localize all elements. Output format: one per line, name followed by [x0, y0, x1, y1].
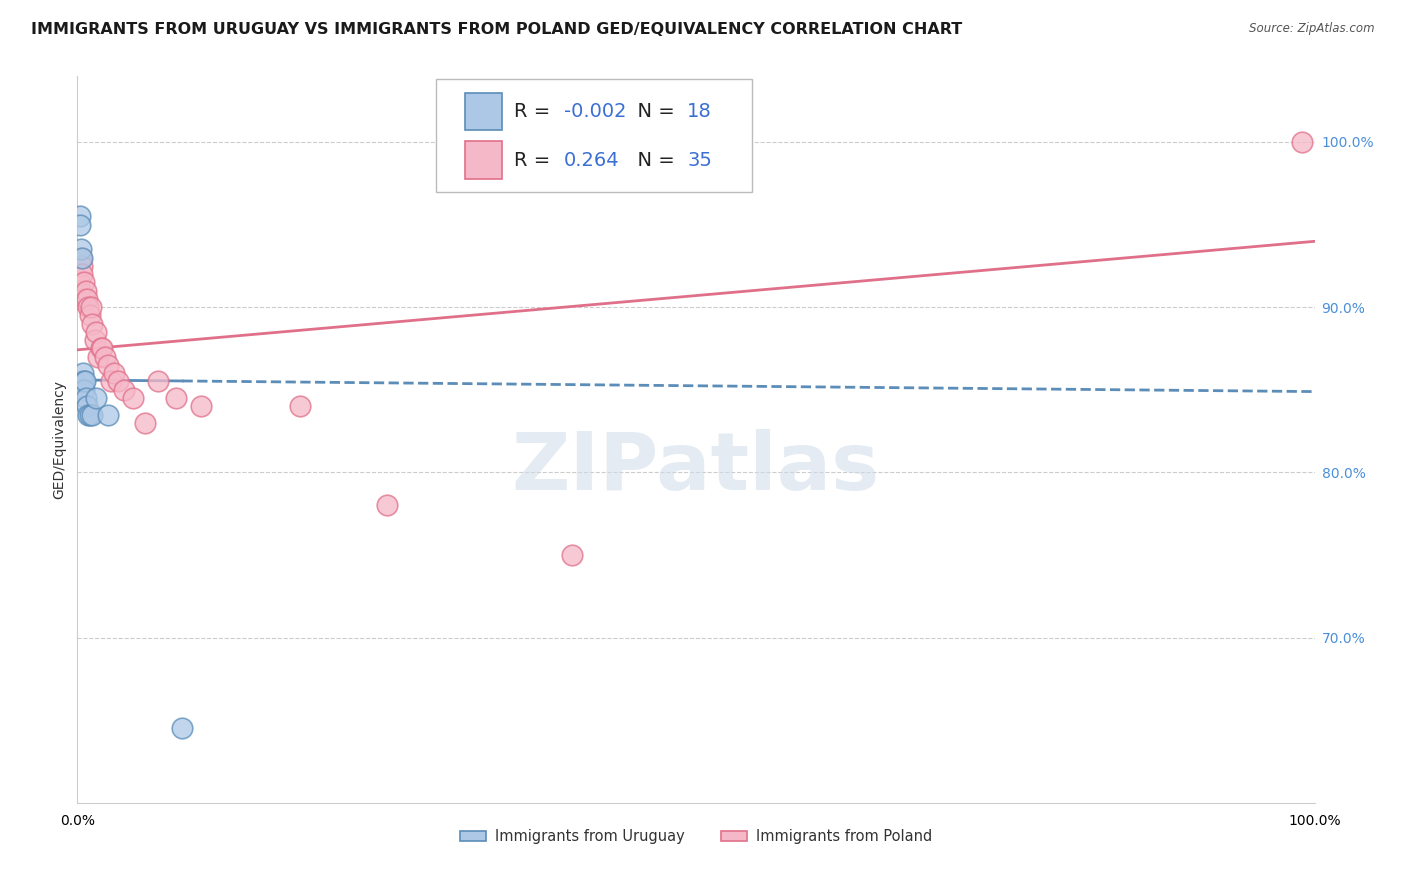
Point: [70, 259, 93, 273]
Point: [69, 292, 91, 306]
Point: [70, 242, 93, 256]
Point: [69, 218, 91, 232]
FancyBboxPatch shape: [464, 141, 502, 179]
Text: Source: ZipAtlas.com: Source: ZipAtlas.com: [1250, 22, 1375, 36]
Point: [70, 251, 93, 265]
Point: [82, 408, 104, 422]
Point: [561, 548, 583, 562]
Text: ZIPatlas: ZIPatlas: [512, 429, 880, 508]
Point: [69, 209, 91, 223]
Text: IMMIGRANTS FROM URUGUAY VS IMMIGRANTS FROM POLAND GED/EQUIVALENCY CORRELATION CH: IMMIGRANTS FROM URUGUAY VS IMMIGRANTS FR…: [31, 22, 962, 37]
Point: [190, 399, 212, 413]
Point: [93, 350, 115, 364]
Point: [72, 267, 94, 281]
Point: [72, 366, 94, 380]
Point: [172, 722, 194, 736]
Point: [87, 350, 110, 364]
Point: [77, 408, 100, 422]
Point: [82, 317, 104, 331]
Point: [69, 284, 91, 298]
Point: [122, 391, 145, 405]
Legend: Immigrants from Uruguay, Immigrants from Poland: Immigrants from Uruguay, Immigrants from…: [454, 823, 938, 850]
Point: [75, 391, 97, 405]
Point: [72, 276, 94, 290]
Point: [165, 391, 187, 405]
Point: [97, 358, 120, 372]
Point: [72, 375, 94, 389]
Point: [76, 399, 98, 413]
Point: [100, 375, 122, 389]
Point: [288, 399, 311, 413]
Point: [134, 416, 156, 430]
Text: 0.264: 0.264: [564, 151, 619, 169]
Point: [67, 391, 90, 405]
Text: R =: R =: [515, 151, 557, 169]
Text: -0.002: -0.002: [564, 102, 626, 121]
Point: [77, 300, 100, 314]
Point: [67, 276, 90, 290]
Text: N =: N =: [626, 151, 682, 169]
Y-axis label: GED/Equivalency: GED/Equivalency: [52, 380, 66, 499]
Point: [73, 383, 96, 397]
Point: [1291, 135, 1313, 149]
Point: [70, 251, 93, 265]
Point: [67, 284, 90, 298]
Text: 18: 18: [688, 102, 711, 121]
Point: [146, 375, 169, 389]
Point: [80, 300, 103, 314]
Point: [79, 309, 101, 323]
Point: [73, 292, 96, 306]
FancyBboxPatch shape: [464, 93, 502, 130]
Point: [97, 408, 120, 422]
Point: [84, 391, 107, 405]
Text: 35: 35: [688, 151, 713, 169]
Point: [73, 375, 96, 389]
Point: [76, 292, 98, 306]
Point: [79, 408, 101, 422]
Point: [375, 499, 398, 513]
Point: [83, 333, 105, 347]
Point: [107, 375, 129, 389]
Text: N =: N =: [626, 102, 682, 121]
Point: [112, 383, 135, 397]
Point: [84, 325, 107, 339]
Text: R =: R =: [515, 102, 557, 121]
Point: [75, 284, 97, 298]
Point: [103, 366, 125, 380]
Point: [90, 342, 112, 356]
Point: [91, 342, 114, 356]
FancyBboxPatch shape: [436, 79, 752, 192]
Point: [72, 375, 94, 389]
